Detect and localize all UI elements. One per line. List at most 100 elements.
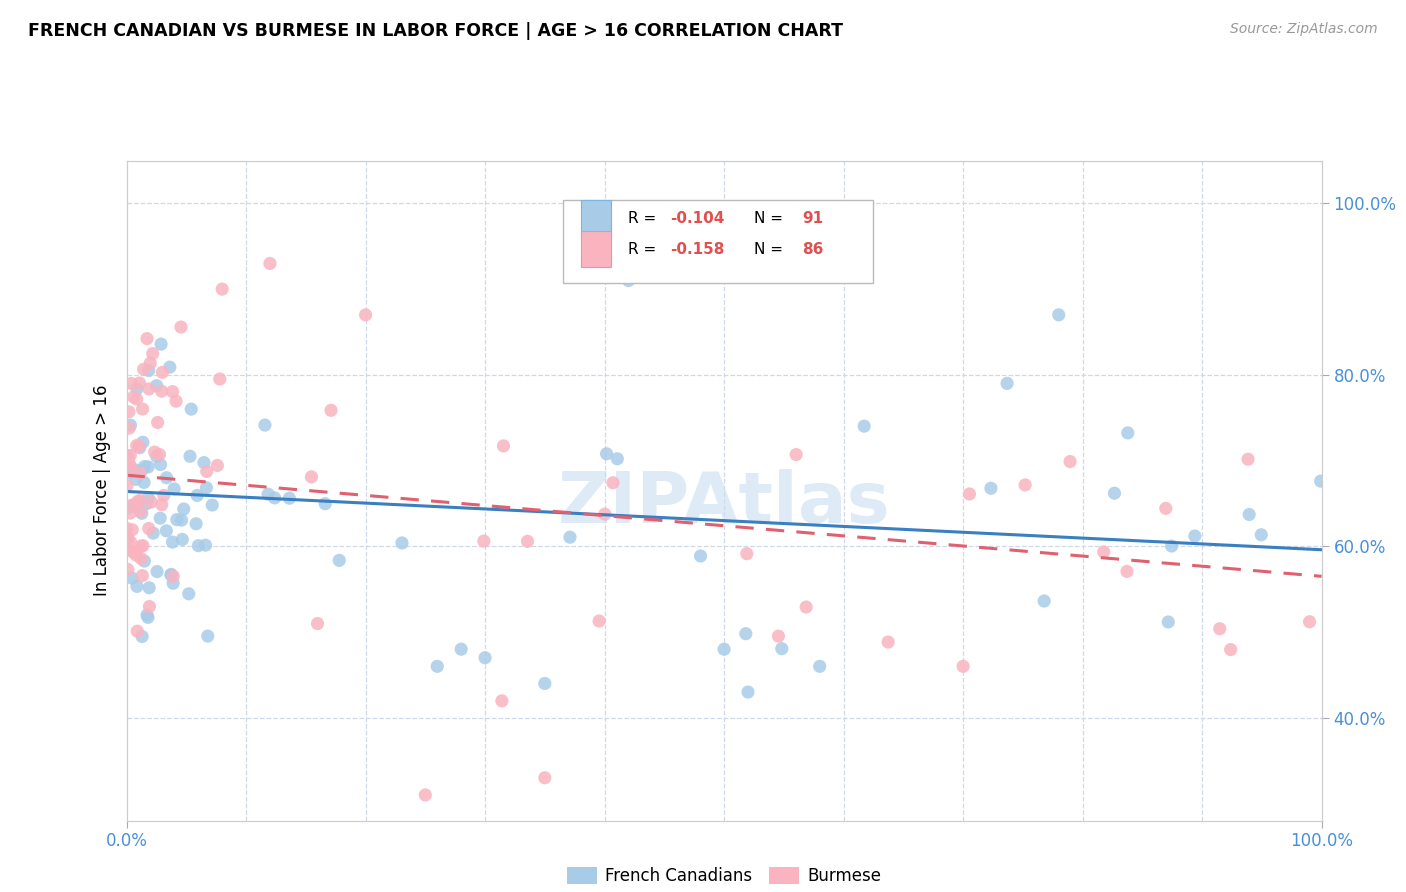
Point [533,771,555,785]
Point [127,624,149,639]
Point [1104,486,1126,500]
Point [253,418,276,433]
Point [314,497,336,511]
Point [150,384,173,399]
Point [558,530,581,544]
Text: -0.158: -0.158 [671,242,724,257]
Point [593,507,616,521]
Point [148,447,170,461]
Point [602,475,624,490]
Point [122,390,145,404]
Point [354,308,377,322]
FancyBboxPatch shape [581,231,610,268]
Point [125,382,148,396]
Point [120,535,142,549]
Point [170,320,193,334]
Point [120,544,142,558]
Point [138,363,160,377]
Text: N =: N = [754,242,787,257]
Point [301,470,323,484]
Point [142,526,165,541]
Point [426,659,449,673]
Point [149,458,172,472]
Point [155,471,177,485]
Point [125,463,148,477]
Point [129,551,152,566]
Point [132,435,155,450]
Point [177,587,200,601]
Point [117,452,139,467]
Point [307,616,329,631]
Point [516,534,538,549]
Point [160,567,183,582]
Text: FRENCH CANADIAN VS BURMESE IN LABOR FORCE | AGE > 16 CORRELATION CHART: FRENCH CANADIAN VS BURMESE IN LABOR FORC… [28,22,844,40]
Point [492,439,515,453]
Point [201,498,224,512]
Point [134,554,156,568]
Point [472,534,495,549]
FancyBboxPatch shape [581,200,610,236]
Point [120,506,142,520]
Point [595,447,617,461]
Point [115,479,138,493]
Text: R =: R = [628,242,662,257]
Point [197,629,219,643]
Point [1014,478,1036,492]
Point [450,642,472,657]
Point [877,635,900,649]
Point [160,568,183,582]
Point [135,497,157,511]
Point [207,458,229,473]
Point [117,449,139,463]
Point [152,365,174,379]
Point [131,568,153,582]
Point [208,372,231,386]
Point [1157,615,1180,629]
Point [121,498,143,512]
Point [1219,642,1241,657]
Point [186,488,208,502]
Point [131,630,153,644]
Point [145,450,167,464]
Point [121,499,143,513]
Point [115,521,138,535]
Point [131,463,153,477]
Point [142,346,165,360]
Point [118,421,141,435]
Point [136,608,159,623]
Point [150,498,173,512]
Point [162,569,184,583]
Point [150,337,173,351]
Point [278,491,301,506]
Point [606,451,628,466]
Point [141,495,163,509]
Point [172,533,194,547]
Point [588,614,610,628]
Point [1059,454,1081,468]
Point [162,576,184,591]
Point [1092,545,1115,559]
Point [159,360,181,375]
Point [995,376,1018,391]
Point [737,685,759,699]
Point [138,521,160,535]
Point [173,502,195,516]
Text: Source: ZipAtlas.com: Source: ZipAtlas.com [1230,22,1378,37]
Point [179,450,201,464]
Text: -0.104: -0.104 [671,211,724,226]
Point [146,565,169,579]
Point [128,493,150,508]
Point [952,659,974,673]
Point [195,464,218,478]
Point [491,694,513,708]
Point [129,466,152,480]
Point [120,459,142,474]
Text: ZIPAtlas: ZIPAtlas [558,469,890,538]
Point [413,788,436,802]
Point [1154,501,1177,516]
Point [263,491,285,505]
Point [121,523,143,537]
Point [143,445,166,459]
Point [136,459,159,474]
Point [139,356,162,370]
